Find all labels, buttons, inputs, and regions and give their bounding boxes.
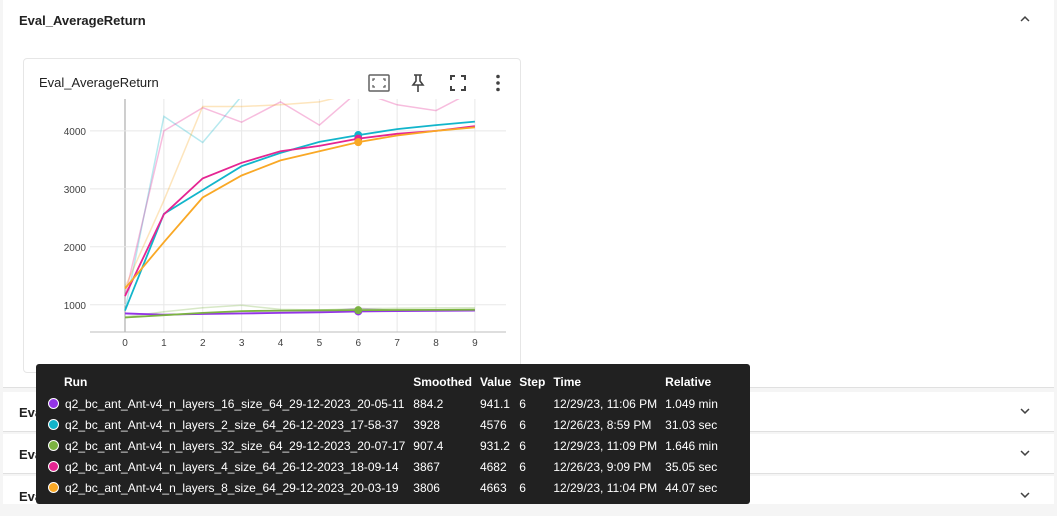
- tooltip-relative-cell: 1.646 min: [665, 438, 718, 453]
- smoothed-series-line: [124, 308, 475, 319]
- chart-tooltip: Run Smoothed Value Step Time Relative q2…: [36, 364, 750, 504]
- tooltip-step-cell: 6: [519, 417, 526, 432]
- tooltip-value-cell: 931.2: [479, 438, 510, 453]
- tooltip-run-name: q2_bc_ant_Ant-v4_n_layers_32_size_64_29-…: [65, 438, 406, 453]
- tooltip-smoothed-cell: 3867: [413, 459, 440, 474]
- tooltip-run-name: q2_bc_ant_Ant-v4_n_layers_8_size_64_29-1…: [65, 480, 399, 495]
- smoothed-series-line: [124, 126, 475, 290]
- section-title: Eval_AverageReturn: [19, 13, 146, 28]
- tooltip-value-cell: 4663: [479, 480, 507, 495]
- col-step-header: Step: [519, 375, 546, 389]
- col-relative-header: Relative: [665, 375, 712, 389]
- tooltip-time-cell: 12/29/23, 11:04 PM: [553, 480, 658, 495]
- tooltip-relative-cell: 1.049 min: [665, 396, 718, 411]
- pin-icon[interactable]: [406, 71, 430, 95]
- chevron-down-icon[interactable]: [1016, 402, 1034, 420]
- more-vert-icon[interactable]: [486, 71, 510, 95]
- col-value-header: Value: [479, 375, 512, 389]
- tooltip-run-cell: q2_bc_ant_Ant-v4_n_layers_16_size_64_29-…: [44, 393, 409, 414]
- fullscreen-icon[interactable]: [446, 71, 470, 95]
- x-tick-label: 9: [472, 338, 478, 349]
- chevron-down-icon[interactable]: [1016, 444, 1034, 462]
- col-smoothed-header: Smoothed: [413, 375, 472, 389]
- series-color-dot-icon: [48, 397, 59, 409]
- tooltip-row: q2_bc_ant_Ant-v4_n_layers_16_size_64_29-…: [44, 393, 722, 414]
- y-tick-label: 2000: [64, 243, 87, 254]
- x-tick-label: 4: [278, 338, 284, 349]
- tooltip-relative-cell: 31.03 sec: [665, 417, 718, 432]
- tooltip-run-name: q2_bc_ant_Ant-v4_n_layers_4_size_64_26-1…: [65, 459, 399, 474]
- tooltip-value-cell: 4576: [479, 417, 507, 432]
- tooltip-smoothed-cell: 3928: [413, 417, 440, 432]
- tooltip-row: q2_bc_ant_Ant-v4_n_layers_4_size_64_26-1…: [44, 456, 722, 477]
- x-tick-label: 5: [317, 338, 323, 349]
- y-tick-label: 1000: [64, 301, 87, 312]
- col-run-header: Run: [64, 375, 88, 389]
- x-tick-label: 1: [161, 338, 167, 349]
- col-time-header: Time: [553, 375, 582, 389]
- tooltip-smoothed-cell: 3806: [413, 480, 440, 495]
- tooltip-table: Run Smoothed Value Step Time Relative q2…: [44, 371, 722, 498]
- series-color-dot-icon: [48, 439, 59, 451]
- tooltip-header-row: Run Smoothed Value Step Time Relative: [44, 371, 722, 393]
- hover-point: [354, 306, 363, 315]
- x-tick-label: 7: [394, 338, 400, 349]
- tooltip-run-cell: q2_bc_ant_Ant-v4_n_layers_2_size_64_26-1…: [44, 414, 409, 435]
- x-tick-label: 8: [433, 338, 439, 349]
- tooltip-row: q2_bc_ant_Ant-v4_n_layers_32_size_64_29-…: [44, 435, 722, 456]
- tooltip-relative-cell: 35.05 sec: [665, 459, 718, 474]
- chevron-down-icon[interactable]: [1016, 486, 1034, 504]
- tooltip-value-cell: 941.1: [479, 396, 510, 411]
- smoothed-series-line: [124, 120, 475, 311]
- card-title: Eval_AverageReturn: [39, 75, 159, 90]
- x-tick-label: 2: [200, 338, 206, 349]
- raw-series-line: [124, 99, 241, 311]
- tooltip-step-cell: 6: [519, 438, 526, 453]
- chart-card: Eval_AverageReturn 1000 2000 3000 4000 0 1 2 3…: [23, 58, 521, 373]
- y-tick-label: 4000: [64, 127, 87, 138]
- line-chart[interactable]: 1000 2000 3000 4000 0 1 2 3 4 5 6 7 8 9: [24, 59, 522, 374]
- series-color-dot-icon: [48, 460, 59, 472]
- tooltip-step-cell: 6: [519, 396, 526, 411]
- tooltip-smoothed-cell: 884.2: [413, 396, 444, 411]
- x-tick-label: 3: [239, 338, 245, 349]
- x-tick-label: 0: [122, 338, 128, 349]
- tooltip-time-cell: 12/29/23, 11:09 PM: [553, 438, 658, 453]
- section-header-eval-average-return[interactable]: Eval_AverageReturn: [3, 0, 1054, 40]
- x-tick-label: 6: [355, 338, 361, 349]
- smoothed-series-line: [124, 125, 476, 297]
- tooltip-step-cell: 6: [519, 480, 526, 495]
- tooltip-time-cell: 12/26/23, 8:59 PM: [553, 417, 652, 432]
- tooltip-smoothed-cell: 907.4: [413, 438, 444, 453]
- tooltip-run-name: q2_bc_ant_Ant-v4_n_layers_2_size_64_26-1…: [65, 417, 399, 432]
- section-eval-average-return: Eval_AverageReturn Eval_AverageReturn 10…: [3, 0, 1054, 388]
- y-tick-label: 3000: [64, 185, 87, 196]
- raw-series-line: [124, 99, 460, 297]
- fit-domain-icon[interactable]: [367, 71, 391, 95]
- tooltip-value-cell: 4682: [479, 459, 507, 474]
- tooltip-run-cell: q2_bc_ant_Ant-v4_n_layers_4_size_64_26-1…: [44, 456, 409, 477]
- tooltip-run-name: q2_bc_ant_Ant-v4_n_layers_16_size_64_29-…: [65, 396, 405, 411]
- tooltip-time-cell: 12/26/23, 9:09 PM: [553, 459, 652, 474]
- tooltip-row: q2_bc_ant_Ant-v4_n_layers_8_size_64_29-1…: [44, 477, 722, 498]
- series-color-dot-icon: [48, 481, 59, 493]
- series-color-dot-icon: [48, 418, 59, 430]
- tooltip-run-cell: q2_bc_ant_Ant-v4_n_layers_32_size_64_29-…: [44, 435, 409, 456]
- tooltip-row: q2_bc_ant_Ant-v4_n_layers_2_size_64_26-1…: [44, 414, 722, 435]
- hover-point: [354, 138, 363, 147]
- raw-series-line: [124, 99, 335, 288]
- tooltip-relative-cell: 44.07 sec: [665, 480, 718, 495]
- tooltip-time-cell: 12/29/23, 11:06 PM: [553, 396, 658, 411]
- tooltip-run-cell: q2_bc_ant_Ant-v4_n_layers_8_size_64_29-1…: [44, 477, 409, 498]
- tooltip-step-cell: 6: [519, 459, 526, 474]
- chevron-up-icon[interactable]: [1016, 10, 1034, 28]
